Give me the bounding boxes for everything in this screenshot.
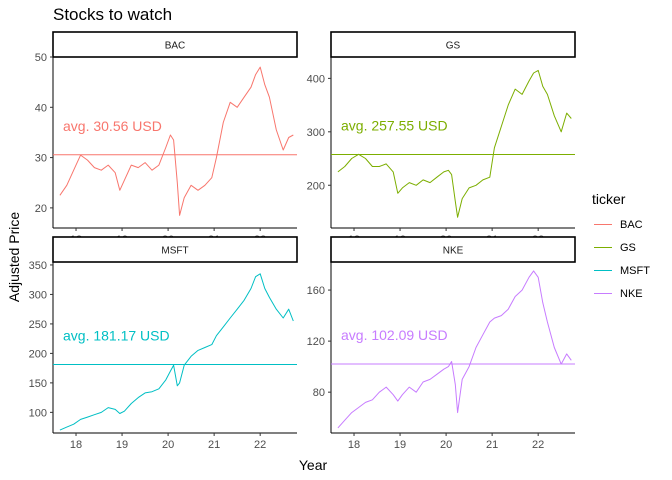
y-tick-label-msft: 300: [29, 289, 47, 301]
legend-label-msft: MSFT: [620, 264, 650, 277]
legend-key-nke: [592, 285, 614, 303]
series-line-gs: [337, 69, 572, 218]
series-line-nke: [337, 270, 572, 429]
legend-item-bac: BAC: [592, 213, 650, 236]
x-tick-label-nke: 21: [486, 439, 498, 451]
y-tick-label-gs: 300: [307, 127, 325, 139]
strip-msft: [52, 236, 298, 263]
legend-label-bac: BAC: [620, 218, 643, 231]
strip-nke: [330, 236, 576, 263]
strip-label-bac: BAC: [165, 41, 186, 52]
x-tick-label-msft: 19: [116, 439, 128, 451]
legend-item-gs: GS: [592, 236, 650, 259]
average-annotation-nke: avg. 102.09 USD: [341, 327, 448, 343]
average-annotation-msft: avg. 181.17 USD: [63, 327, 170, 343]
legend-item-nke: NKE: [592, 282, 650, 305]
y-tick-label-msft: 200: [29, 348, 47, 360]
legend: ticker BAC GS MSFT NKE: [592, 191, 650, 305]
panel-nke: NKE 80 120 160 18 19 20 21 22 avg. 102.09 USD: [307, 236, 576, 451]
chart-title: Stocks to watch: [53, 5, 173, 24]
y-tick-label-bac: 20: [35, 203, 47, 215]
legend-label-gs: GS: [620, 241, 636, 254]
x-tick-label-nke: 18: [348, 439, 360, 451]
legend-title: ticker: [592, 191, 626, 207]
x-tick-label-msft: 22: [254, 439, 266, 451]
y-tick-label-bac: 40: [35, 102, 47, 114]
legend-item-msft: MSFT: [592, 259, 650, 282]
y-tick-label-bac: 50: [35, 52, 47, 64]
x-tick-label-msft: 18: [70, 439, 82, 451]
strip-label-nke: NKE: [443, 246, 464, 257]
strip-label-gs: GS: [446, 41, 461, 52]
y-tick-label-msft: 150: [29, 378, 47, 390]
y-tick-label-nke: 120: [307, 336, 325, 348]
legend-key-gs: [592, 239, 614, 257]
legend-key-msft: [592, 262, 614, 280]
panel-bac: BAC203040501819202122avg. 30.56 USD: [35, 31, 298, 246]
y-tick-label-msft: 100: [29, 407, 47, 419]
strip-label-msft: MSFT: [161, 246, 188, 257]
y-axis-label: Adjusted Price: [6, 211, 22, 303]
x-tick-label-msft: 21: [208, 439, 220, 451]
y-tick-label-msft: 250: [29, 319, 47, 331]
y-tick-label-nke: 80: [313, 387, 325, 399]
panel-msft: MSFT 100 150 200 250 300 350 18 19 20 21 22 avg. 181…: [29, 236, 298, 451]
legend-label-nke: NKE: [620, 287, 643, 300]
legend-key-bac: [592, 216, 614, 234]
x-tick-label-nke: 19: [394, 439, 406, 451]
y-tick-label-gs: 400: [307, 73, 325, 85]
series-line-bac: [59, 66, 294, 216]
y-tick-label-msft: 350: [29, 260, 47, 272]
series-line-msft: [59, 273, 294, 431]
y-tick-label-nke: 160: [307, 285, 325, 297]
strip-gs: [330, 31, 576, 58]
y-tick-label-gs: 200: [307, 180, 325, 192]
y-tick-label-bac: 30: [35, 153, 47, 165]
average-annotation-bac: avg. 30.56 USD: [63, 118, 162, 134]
strip-bac: [52, 31, 298, 58]
x-tick-label-nke: 20: [440, 439, 452, 451]
x-axis-label: Year: [298, 457, 328, 473]
average-annotation-gs: avg. 257.55 USD: [341, 117, 448, 133]
panel-gs: GS2003004001819202122avg. 257.55 USD: [307, 31, 576, 246]
x-tick-label-nke: 22: [532, 439, 544, 451]
x-tick-label-msft: 20: [162, 439, 174, 451]
